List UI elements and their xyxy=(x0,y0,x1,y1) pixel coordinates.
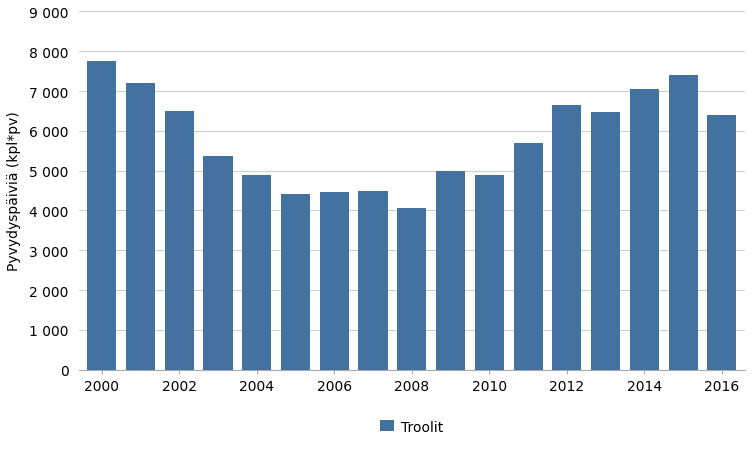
Bar xyxy=(281,194,310,370)
Bar xyxy=(514,143,543,370)
Bar xyxy=(204,156,232,370)
Bar xyxy=(629,90,659,370)
Bar xyxy=(552,106,581,370)
Bar xyxy=(126,84,155,370)
Legend: Troolit: Troolit xyxy=(381,419,444,433)
Bar xyxy=(359,191,387,370)
Bar xyxy=(669,76,698,370)
Bar xyxy=(591,112,620,370)
Y-axis label: Pyvydyspäiviä (kpl*pv): Pyvydyspäiviä (kpl*pv) xyxy=(7,111,21,271)
Bar xyxy=(87,62,117,370)
Bar xyxy=(165,112,194,370)
Bar xyxy=(320,192,349,370)
Bar xyxy=(397,209,426,370)
Bar xyxy=(708,115,736,370)
Bar xyxy=(475,176,504,370)
Bar xyxy=(242,176,271,370)
Bar xyxy=(436,172,465,370)
